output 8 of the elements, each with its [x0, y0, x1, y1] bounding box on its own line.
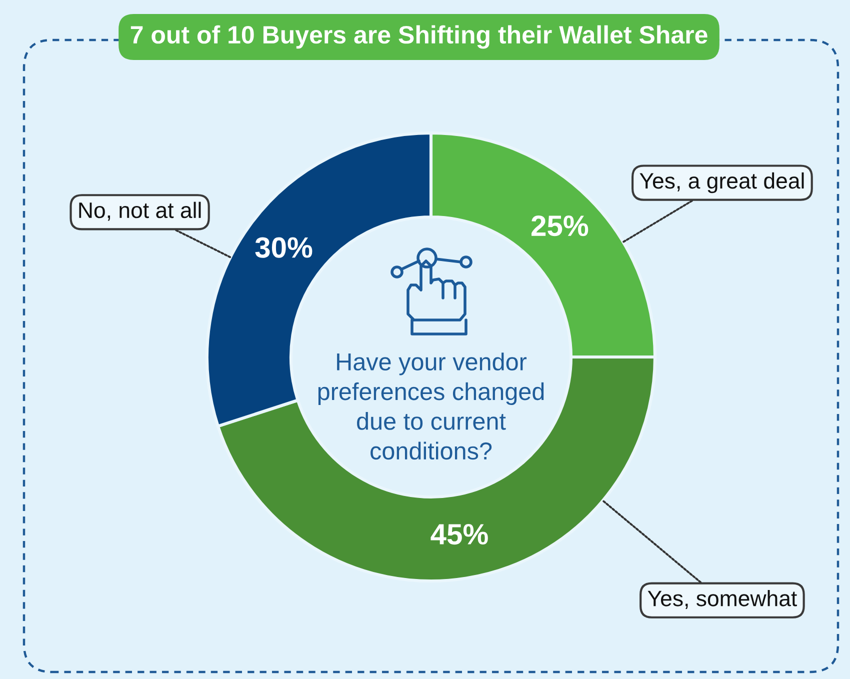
- text: Have your vendor preferences changed due to current conditions?: [318, 352, 544, 460]
- chart-title: 7 out of 10 Buyers are Shifting their Wallet Share: [130, 25, 708, 49]
- slice-label: Yes, somewhat: [648, 590, 797, 609]
- data-label: 30%: [255, 237, 312, 258]
- data-label: 45%: [430, 524, 488, 545]
- slice-label: No, not at all: [79, 202, 201, 221]
- data-label: 25%: [532, 215, 588, 236]
- slice-label: Yes, a great deal: [640, 172, 804, 194]
